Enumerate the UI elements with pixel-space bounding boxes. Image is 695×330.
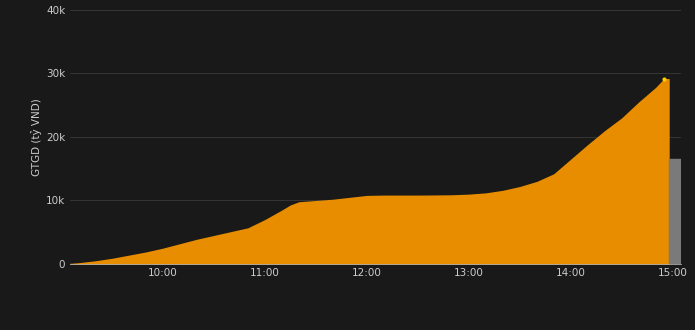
Y-axis label: GTGD (tỷ VND): GTGD (tỷ VND) xyxy=(31,98,42,176)
Bar xyxy=(669,159,681,264)
